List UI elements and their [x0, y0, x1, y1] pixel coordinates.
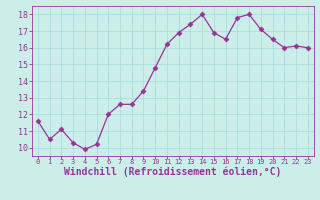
X-axis label: Windchill (Refroidissement éolien,°C): Windchill (Refroidissement éolien,°C) — [64, 167, 282, 177]
